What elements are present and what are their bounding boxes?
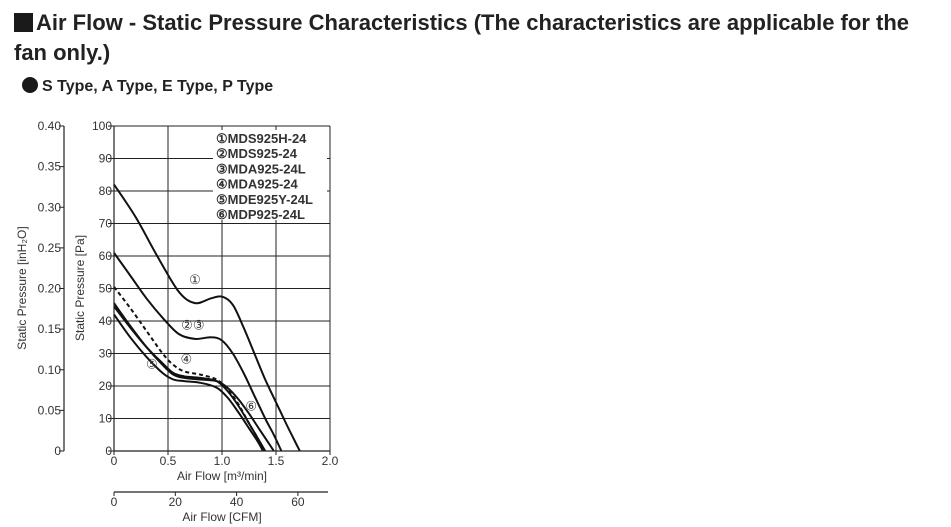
curve-label: ⑥ xyxy=(245,399,257,414)
legend-item: ④MDA925-24 xyxy=(216,177,299,192)
chart-legend: ①MDS925H-24②MDS925-24③MDA925-24L④MDA925-… xyxy=(216,131,313,222)
cfm-tick-label: 40 xyxy=(230,495,244,509)
legend-item: ⑥MDP925-24L xyxy=(216,207,305,222)
pa-tick-label: 80 xyxy=(99,184,113,198)
chart-subtitle: S Type, A Type, E Type, P Type xyxy=(22,77,273,97)
pa-axis-label: Static Pressure [Pa] xyxy=(73,235,87,341)
inh2o-tick-label: 0.30 xyxy=(38,200,62,214)
m3-tick-label: 0 xyxy=(111,454,118,468)
inh2o-tick-label: 0.15 xyxy=(38,322,62,336)
legend-item: ⑤MDE925Y-24L xyxy=(216,192,313,207)
curve-s2 xyxy=(113,252,283,452)
inh2o-tick-label: 0.25 xyxy=(38,241,62,255)
pa-tick-label: 70 xyxy=(99,217,113,231)
curve-label: ②③ xyxy=(181,317,204,332)
pa-tick-label: 30 xyxy=(99,347,113,361)
pa-tick-label: 50 xyxy=(99,282,113,296)
legend-item: ①MDS925H-24 xyxy=(216,131,307,146)
curve-s6 xyxy=(113,302,275,452)
cfm-axis-label: Air Flow [CFM] xyxy=(182,510,261,524)
legend-background xyxy=(213,130,327,220)
pa-tick-label: 100 xyxy=(92,119,112,133)
pa-tick-label: 90 xyxy=(99,152,113,166)
inh2o-tick-label: 0 xyxy=(54,444,61,458)
curve-label: ① xyxy=(189,272,201,287)
chart-axes: 0 10 20 30 40 50 60 70 80 90 100 Static Pressure [P… xyxy=(15,119,339,524)
pa-tick-label: 0 xyxy=(105,444,112,458)
curve-s1 xyxy=(113,183,301,452)
page-title: Air Flow - Static Pressure Characteristi… xyxy=(14,8,939,68)
chart-subtitle-text: S Type, A Type, E Type, P Type xyxy=(42,78,274,95)
cfm-tick-label: 60 xyxy=(291,495,305,509)
cfm-tick-label: 20 xyxy=(169,495,183,509)
circle-bullet-icon xyxy=(22,77,38,93)
cfm-tick-label: 0 xyxy=(111,495,118,509)
pa-tick-label: 60 xyxy=(99,249,113,263)
pa-tick-label: 10 xyxy=(99,412,113,426)
inh2o-tick-label: 0.40 xyxy=(38,119,62,133)
pa-tick-label: 20 xyxy=(99,379,113,393)
m3-axis-label: Air Flow [m³/min] xyxy=(177,469,267,483)
inh2o-tick-label: 0.05 xyxy=(38,403,62,417)
pa-tick-label: 40 xyxy=(99,314,113,328)
chart-curves xyxy=(113,183,301,452)
square-bullet-icon xyxy=(14,13,33,32)
m3-tick-label: 1.5 xyxy=(268,454,285,468)
inh2o-axis-label: Static Pressure [inH₂O] xyxy=(15,226,29,349)
curve-labels: ① ②③ ④ ⑤ ⑥ xyxy=(146,272,257,414)
m3-tick-label: 1.0 xyxy=(214,454,231,468)
legend-item: ③MDA925-24L xyxy=(216,161,306,176)
m3-tick-label: 2.0 xyxy=(322,454,339,468)
curve-label: ④ xyxy=(181,351,193,366)
inh2o-tick-label: 0.20 xyxy=(38,282,62,296)
curve-label: ⑤ xyxy=(146,356,158,371)
inh2o-tick-label: 0.10 xyxy=(38,363,62,377)
inh2o-tick-label: 0.35 xyxy=(38,160,62,174)
page-title-text: Air Flow - Static Pressure Characteristi… xyxy=(14,10,909,65)
m3-tick-label: 0.5 xyxy=(160,454,177,468)
legend-item: ②MDS925-24 xyxy=(216,146,298,161)
curve-s5 xyxy=(113,313,264,452)
